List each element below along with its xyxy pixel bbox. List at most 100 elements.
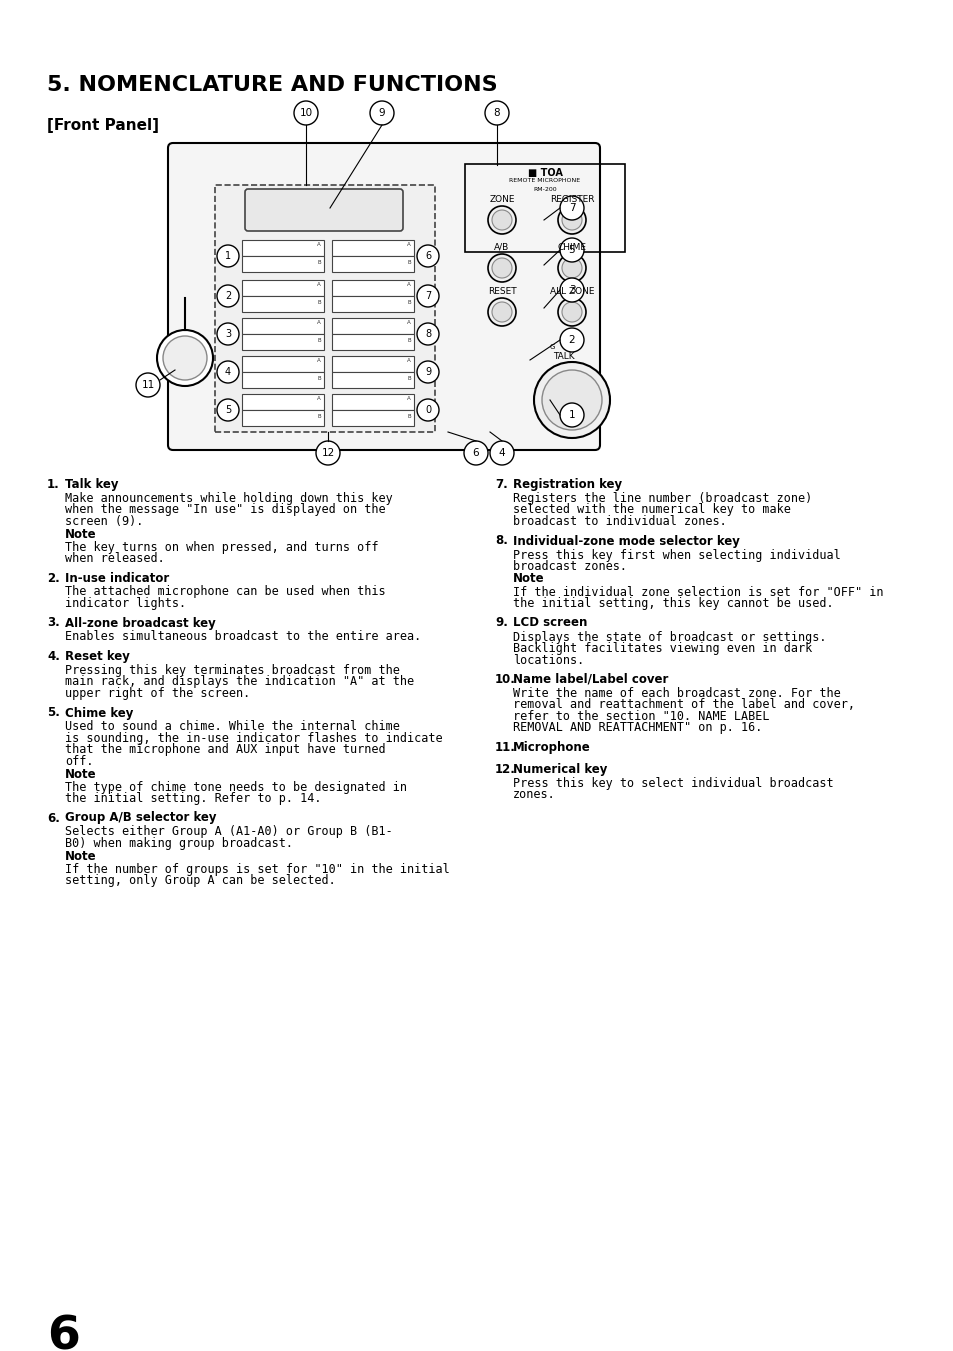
Bar	[464, 163, 624, 253]
Text: A: A	[407, 358, 411, 363]
Bar	[332, 334, 414, 350]
Bar	[332, 357, 414, 372]
Bar	[242, 255, 324, 272]
Circle shape	[561, 258, 581, 278]
Text: A: A	[407, 320, 411, 326]
Text: A: A	[407, 242, 411, 247]
Text: Registration key: Registration key	[513, 478, 621, 490]
Circle shape	[492, 258, 512, 278]
Text: 10: 10	[299, 108, 313, 118]
Circle shape	[416, 323, 438, 345]
Bar	[242, 296, 324, 312]
Text: Backlight facilitates viewing even in dark: Backlight facilitates viewing even in da…	[513, 642, 811, 655]
Text: The type of chime tone needs to be designated in: The type of chime tone needs to be desig…	[65, 781, 407, 793]
Text: 6: 6	[424, 251, 431, 261]
Bar	[242, 334, 324, 350]
Circle shape	[484, 101, 509, 126]
Bar	[332, 409, 414, 426]
Text: The attached microphone can be used when this: The attached microphone can be used when…	[65, 585, 385, 598]
Text: 9: 9	[424, 367, 431, 377]
Text: Write the name of each broadcast zone. For the: Write the name of each broadcast zone. F…	[513, 688, 840, 700]
Text: 5.: 5.	[47, 707, 60, 720]
Text: RM-200: RM-200	[533, 186, 557, 192]
Text: Enables simultaneous broadcast to the entire area.: Enables simultaneous broadcast to the en…	[65, 631, 421, 643]
Text: broadcast zones.: broadcast zones.	[513, 561, 626, 573]
Text: 4.: 4.	[47, 650, 60, 663]
Text: 1.: 1.	[47, 478, 60, 490]
Text: B0) when making group broadcast.: B0) when making group broadcast.	[65, 838, 293, 850]
Text: 4: 4	[498, 449, 505, 458]
Circle shape	[492, 303, 512, 322]
Text: ■ TOA: ■ TOA	[527, 168, 562, 178]
Text: RESET: RESET	[487, 286, 516, 296]
Text: upper right of the screen.: upper right of the screen.	[65, 688, 250, 700]
Circle shape	[488, 254, 516, 282]
Circle shape	[315, 440, 339, 465]
Text: setting, only Group A can be selected.: setting, only Group A can be selected.	[65, 874, 335, 888]
Text: REMOTE MICROPHONE: REMOTE MICROPHONE	[509, 178, 580, 182]
Text: 1: 1	[225, 251, 231, 261]
Text: indicator lights.: indicator lights.	[65, 597, 186, 611]
Text: Group A/B selector key: Group A/B selector key	[65, 812, 216, 824]
Circle shape	[216, 323, 239, 345]
Bar	[214, 185, 435, 432]
Text: ZONE: ZONE	[489, 195, 515, 204]
Circle shape	[157, 330, 213, 386]
Circle shape	[541, 370, 601, 430]
Text: ALL ZONE: ALL ZONE	[549, 286, 594, 296]
Text: Reset key: Reset key	[65, 650, 130, 663]
Text: 11: 11	[141, 380, 154, 390]
Text: Numerical key: Numerical key	[513, 763, 607, 775]
Text: when released.: when released.	[65, 553, 165, 565]
Text: 4: 4	[225, 367, 231, 377]
Text: 12.: 12.	[495, 763, 516, 775]
Text: 2: 2	[568, 335, 575, 345]
Text: Individual-zone mode selector key: Individual-zone mode selector key	[513, 535, 740, 547]
Text: Name label/Label cover: Name label/Label cover	[513, 673, 668, 686]
Circle shape	[416, 399, 438, 422]
Text: 10.: 10.	[495, 673, 516, 686]
Circle shape	[534, 362, 609, 438]
Text: 7: 7	[568, 203, 575, 213]
Text: B: B	[317, 338, 320, 343]
Bar	[242, 240, 324, 255]
Text: Press this key to select individual broadcast: Press this key to select individual broa…	[513, 777, 833, 790]
Bar	[242, 280, 324, 296]
Circle shape	[561, 209, 581, 230]
Circle shape	[559, 196, 583, 220]
Text: B: B	[317, 413, 320, 419]
Text: In-use indicator: In-use indicator	[65, 571, 169, 585]
Text: Note: Note	[65, 527, 96, 540]
Text: Make announcements while holding down this key: Make announcements while holding down th…	[65, 492, 393, 505]
Circle shape	[561, 303, 581, 322]
Text: Press this key first when selecting individual: Press this key first when selecting indi…	[513, 549, 840, 562]
Circle shape	[490, 440, 514, 465]
Text: off.: off.	[65, 755, 93, 767]
Circle shape	[416, 245, 438, 267]
Circle shape	[558, 254, 585, 282]
Text: B: B	[317, 300, 320, 305]
Text: 2: 2	[225, 290, 231, 301]
Text: 5: 5	[568, 245, 575, 255]
Text: zones.: zones.	[513, 789, 556, 801]
Text: Microphone: Microphone	[513, 740, 590, 754]
Text: TALK: TALK	[553, 353, 575, 361]
Circle shape	[463, 440, 488, 465]
Circle shape	[559, 403, 583, 427]
Circle shape	[559, 328, 583, 353]
Text: 5: 5	[225, 405, 231, 415]
Text: A: A	[317, 320, 320, 326]
Bar	[332, 240, 414, 255]
Text: B: B	[407, 376, 411, 381]
Text: 0: 0	[424, 405, 431, 415]
Text: A: A	[407, 282, 411, 286]
Text: Pressing this key terminates broadcast from the: Pressing this key terminates broadcast f…	[65, 663, 399, 677]
Text: All-zone broadcast key: All-zone broadcast key	[65, 616, 215, 630]
Text: removal and reattachment of the label and cover,: removal and reattachment of the label an…	[513, 698, 854, 712]
Text: Used to sound a chime. While the internal chime: Used to sound a chime. While the interna…	[65, 720, 399, 734]
Circle shape	[370, 101, 394, 126]
Text: is sounding, the in-use indicator flashes to indicate: is sounding, the in-use indicator flashe…	[65, 732, 442, 744]
Text: B: B	[317, 259, 320, 265]
Text: If the number of groups is set for "10" in the initial: If the number of groups is set for "10" …	[65, 862, 449, 875]
Text: selected with the numerical key to make: selected with the numerical key to make	[513, 504, 790, 516]
